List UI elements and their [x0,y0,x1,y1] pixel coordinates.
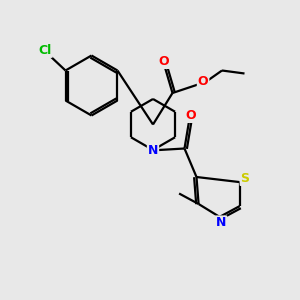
Text: N: N [148,143,158,157]
Text: N: N [216,216,226,230]
Text: O: O [158,55,169,68]
Text: O: O [198,74,208,88]
Text: Cl: Cl [38,44,52,57]
Text: O: O [185,109,196,122]
Text: S: S [241,172,250,185]
